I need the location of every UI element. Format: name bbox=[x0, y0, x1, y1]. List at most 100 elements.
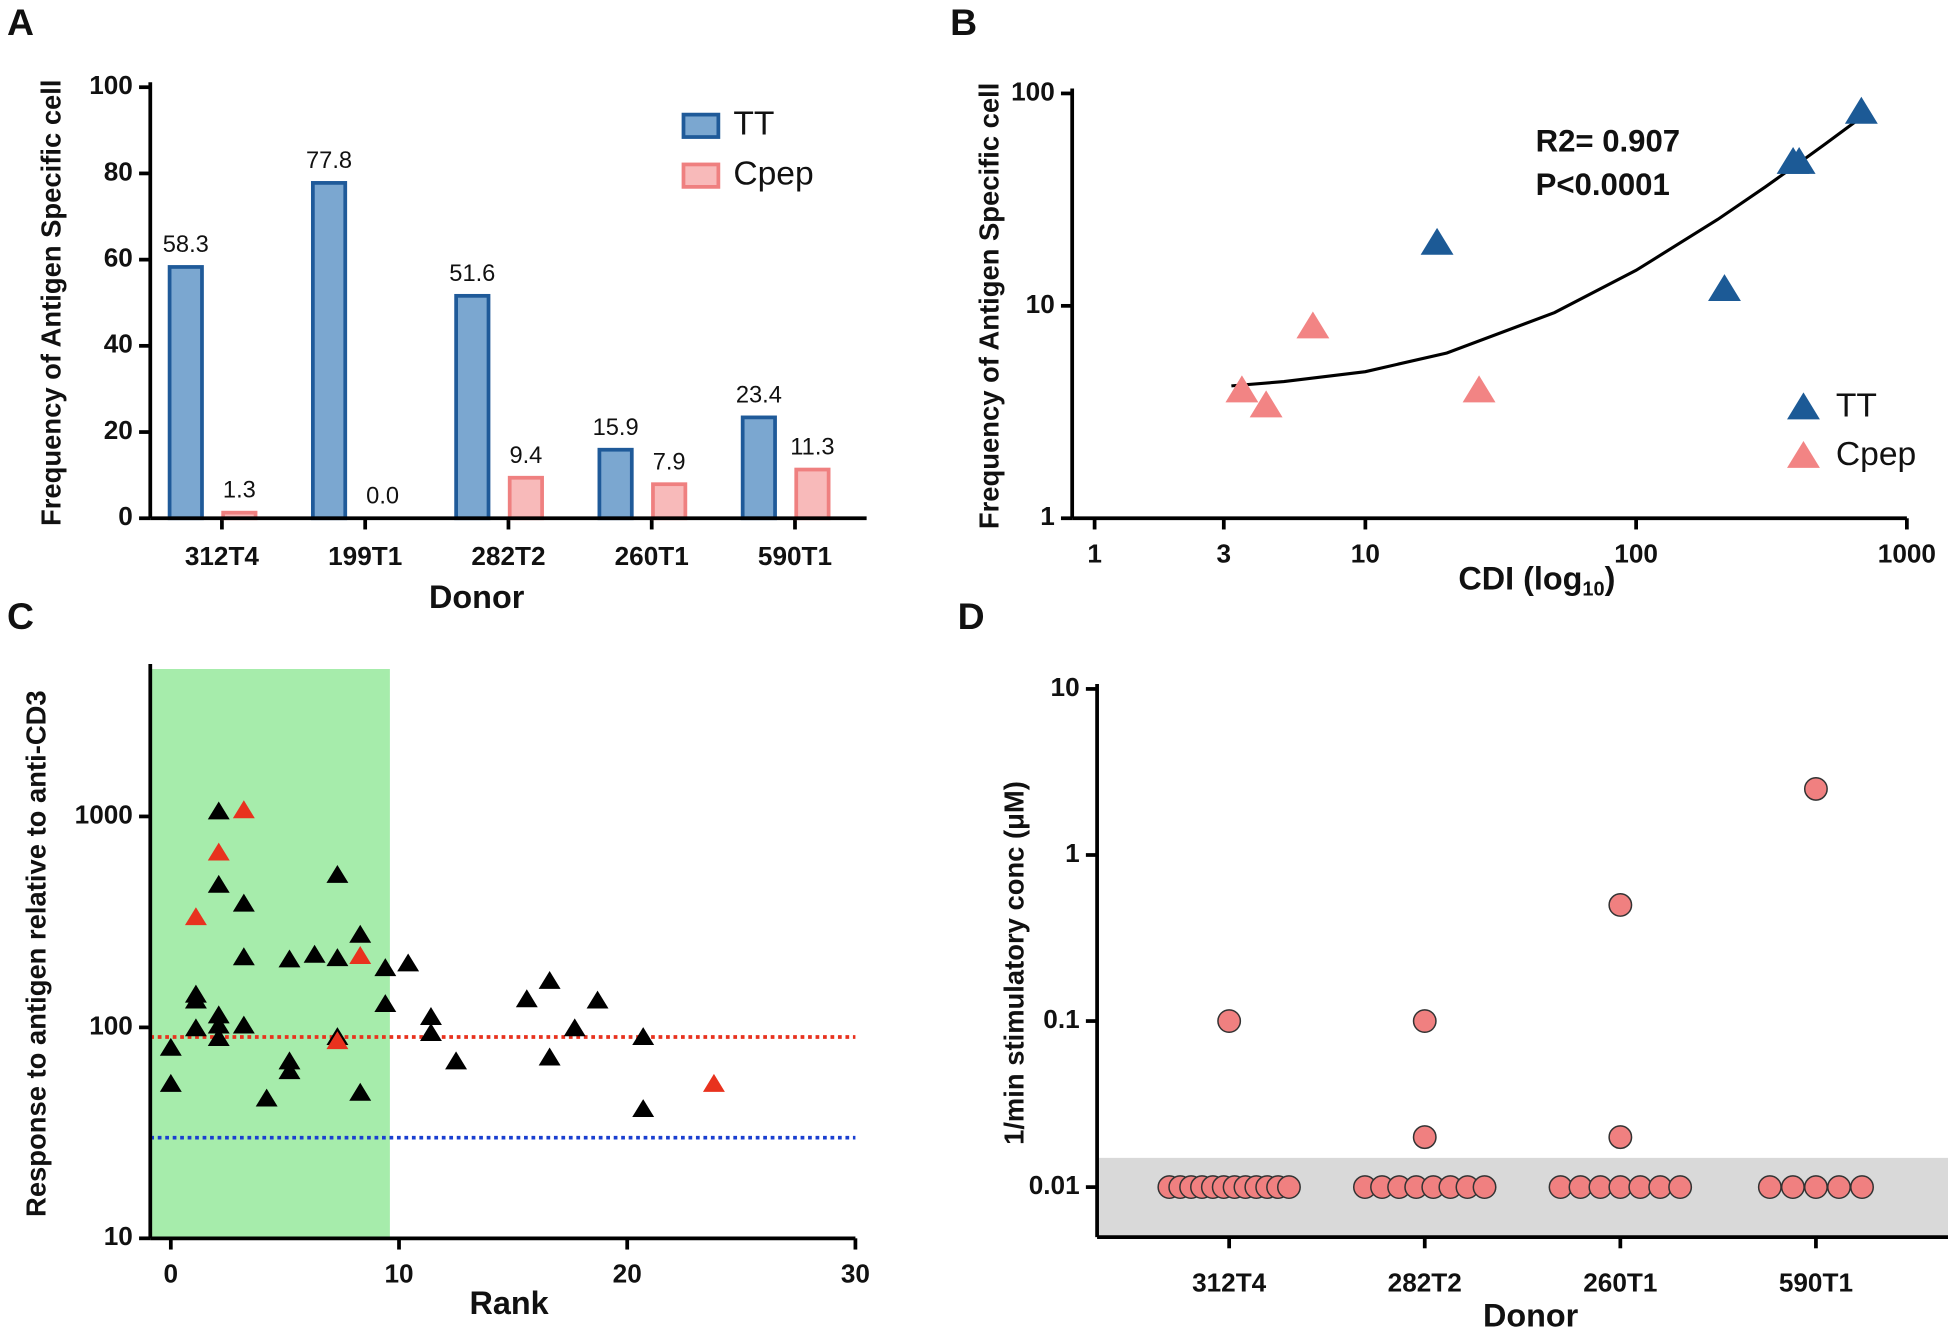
bar-value-label: 9.4 bbox=[509, 443, 542, 469]
x-tick-label: 590T1 bbox=[758, 541, 832, 571]
data-point bbox=[1803, 776, 1828, 801]
data-point bbox=[1412, 1125, 1437, 1150]
x-tick-label: 260T1 bbox=[615, 541, 689, 571]
data-point bbox=[1412, 1009, 1437, 1034]
y-tick-label: 10 bbox=[1051, 672, 1080, 702]
data-point bbox=[278, 1051, 301, 1070]
data-point bbox=[1548, 1175, 1573, 1200]
x-axis-title-end: ) bbox=[1605, 560, 1616, 596]
y-tick-label: 80 bbox=[104, 156, 133, 186]
x-tick-label: 260T1 bbox=[1583, 1267, 1657, 1297]
y-tick-label: 1000 bbox=[75, 799, 133, 829]
x-tick-label: 312T4 bbox=[185, 541, 260, 571]
x-tick-label: 3 bbox=[1217, 539, 1232, 569]
data-point bbox=[563, 1018, 586, 1037]
bar bbox=[651, 482, 688, 521]
x-tick-label: 10 bbox=[1351, 539, 1380, 569]
shaded-region bbox=[150, 669, 390, 1239]
panel-label: A bbox=[7, 1, 34, 43]
data-point bbox=[303, 944, 326, 963]
legend-label: Cpep bbox=[733, 156, 813, 193]
legend-label: TT bbox=[733, 106, 774, 143]
y-axis-title: Frequency of Antigen Specific cell bbox=[973, 83, 1004, 529]
fit-line bbox=[1231, 119, 1858, 388]
annotation: P<0.0001 bbox=[1536, 167, 1670, 202]
x-axis-title: Rank bbox=[469, 1285, 549, 1321]
x-tick-label: 282T2 bbox=[471, 541, 545, 571]
y-tick-label: 100 bbox=[89, 1010, 133, 1040]
annotation: R2= 0.907 bbox=[1536, 123, 1681, 158]
data-point bbox=[445, 1051, 468, 1070]
data-point bbox=[1803, 1175, 1828, 1200]
data-point bbox=[586, 990, 609, 1009]
bar-value-label: 77.8 bbox=[306, 148, 352, 174]
data-point bbox=[207, 1015, 230, 1034]
y-tick-label: 0.1 bbox=[1043, 1004, 1079, 1034]
y-tick-label: 40 bbox=[104, 329, 133, 359]
data-point bbox=[1708, 274, 1741, 301]
data-point bbox=[1757, 1175, 1782, 1200]
x-tick-label: 1000 bbox=[1878, 539, 1936, 569]
data-point bbox=[1472, 1175, 1497, 1200]
data-point bbox=[1782, 146, 1816, 174]
data-point bbox=[1420, 227, 1454, 255]
legend-swatch bbox=[681, 162, 721, 189]
y-tick-label: 10 bbox=[104, 1221, 133, 1251]
data-point bbox=[159, 1037, 182, 1056]
bar bbox=[740, 415, 777, 521]
x-tick-label: 199T1 bbox=[328, 541, 402, 571]
data-point bbox=[1588, 1175, 1613, 1200]
data-point bbox=[1249, 390, 1283, 418]
bar-value-label: 58.3 bbox=[163, 232, 209, 258]
bar-value-label: 11.3 bbox=[790, 435, 834, 461]
y-tick-label: 20 bbox=[104, 415, 133, 445]
data-point bbox=[702, 1073, 725, 1092]
x-axis-title: Donor bbox=[1483, 1298, 1579, 1334]
y-tick-label: 100 bbox=[89, 70, 133, 100]
y-tick-label: 1 bbox=[1040, 501, 1055, 531]
legend-marker bbox=[1787, 441, 1820, 468]
bar bbox=[310, 181, 348, 521]
data-point bbox=[207, 1005, 230, 1024]
x-tick-label: 590T1 bbox=[1779, 1267, 1853, 1297]
bar-value-label: 51.6 bbox=[449, 261, 495, 287]
data-point bbox=[278, 1061, 301, 1080]
data-point bbox=[349, 924, 372, 943]
data-point bbox=[1780, 1175, 1805, 1200]
data-point bbox=[538, 970, 561, 989]
data-point bbox=[1225, 375, 1259, 403]
data-point bbox=[1850, 1175, 1874, 1200]
x-tick-label: 100 bbox=[1614, 539, 1658, 569]
data-point bbox=[232, 893, 255, 912]
data-point bbox=[326, 1031, 349, 1050]
data-point bbox=[632, 1027, 655, 1046]
legend-label: Cpep bbox=[1836, 436, 1916, 473]
data-point bbox=[374, 958, 397, 977]
bar bbox=[167, 265, 204, 521]
data-point bbox=[1827, 1175, 1851, 1200]
y-tick-label: 0.01 bbox=[1029, 1170, 1080, 1200]
data-point bbox=[232, 1015, 255, 1034]
data-point bbox=[1462, 375, 1496, 403]
data-point bbox=[1844, 96, 1878, 124]
bar bbox=[597, 447, 634, 521]
data-point bbox=[278, 949, 301, 968]
y-tick-label: 60 bbox=[104, 243, 133, 273]
bar-value-label: 7.9 bbox=[653, 449, 686, 475]
panel-label: B bbox=[950, 1, 977, 43]
x-tick-label: 282T2 bbox=[1388, 1267, 1462, 1297]
data-point bbox=[207, 801, 230, 820]
legend-label: TT bbox=[1836, 387, 1877, 424]
data-point bbox=[207, 1028, 230, 1047]
data-point bbox=[1648, 1175, 1673, 1200]
bar-value-label: 0.0 bbox=[366, 483, 399, 509]
x-tick-label: 312T4 bbox=[1192, 1267, 1267, 1297]
legend-marker bbox=[1787, 392, 1820, 420]
x-axis-title: Donor bbox=[429, 579, 525, 615]
y-tick-label: 0 bbox=[118, 501, 133, 531]
y-tick-label: 10 bbox=[1026, 289, 1055, 319]
x-tick-label: 10 bbox=[384, 1259, 413, 1289]
data-point bbox=[232, 947, 255, 966]
data-point bbox=[1668, 1175, 1693, 1200]
data-point bbox=[326, 864, 349, 883]
